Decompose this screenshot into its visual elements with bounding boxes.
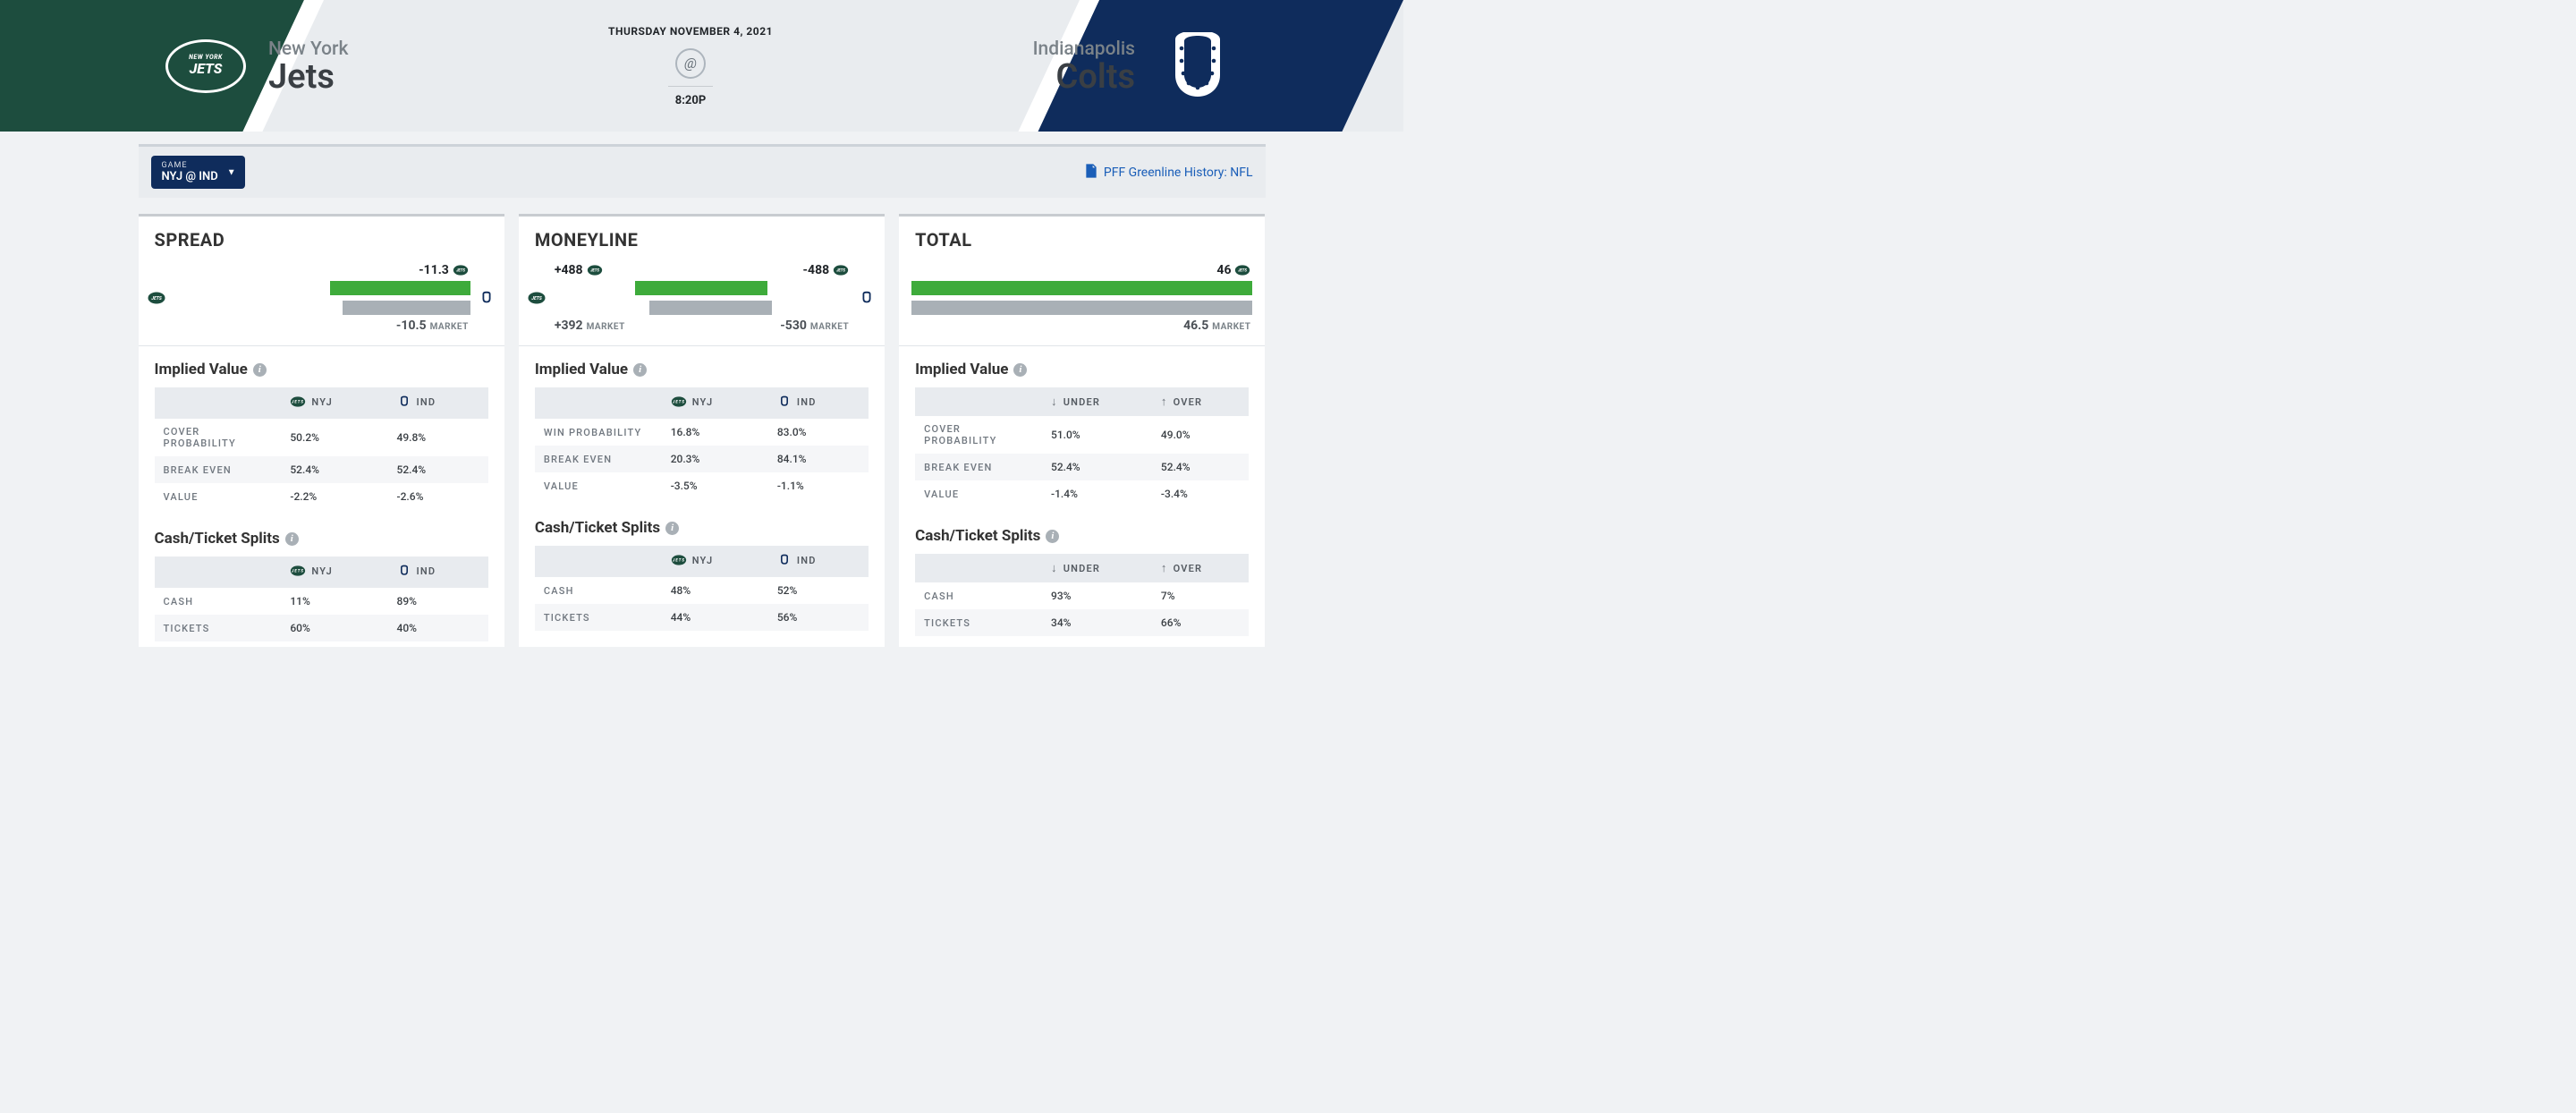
colts-logo <box>1153 35 1242 98</box>
total-splits-heading: Cash/Ticket Splits i <box>899 513 1265 554</box>
table-row: VALUE-1.4%-3.4% <box>915 480 1249 507</box>
table-row: COVER PROBABILITY50.2%49.8% <box>155 419 488 456</box>
game-date: THURSDAY NOVEMBER 4, 2021 <box>608 25 773 38</box>
document-icon <box>1084 164 1098 182</box>
ml-mkt-bar-left <box>649 301 701 315</box>
jets-logo: NEW YORKJETS <box>161 35 250 98</box>
colts-icon <box>478 289 496 307</box>
ml-bottom-right: -530 <box>780 319 807 333</box>
total-title: TOTAL <box>899 217 1265 259</box>
table-row: VALUE-3.5%-1.1% <box>535 472 869 499</box>
down-arrow-icon: ↓ <box>1051 395 1058 409</box>
spread-splits-heading: Cash/Ticket Splits i <box>139 515 504 556</box>
info-icon[interactable]: i <box>665 522 679 535</box>
controls-bar: GAME NYJ @ IND ▼ PFF Greenline History: … <box>139 144 1266 198</box>
info-icon[interactable]: i <box>1013 363 1027 377</box>
ml-top-left: +488 <box>555 263 583 277</box>
table-row: BREAK EVEN52.4%52.4% <box>155 456 488 483</box>
up-arrow-icon: ↑ <box>1161 395 1168 409</box>
away-team-block: NEW YORKJETS New York Jets <box>161 35 348 98</box>
jets-icon <box>453 265 469 276</box>
colts-icon <box>858 289 876 307</box>
spread-title: SPREAD <box>139 217 504 259</box>
home-city: Indianapolis <box>1033 38 1135 60</box>
away-city: New York <box>268 38 348 60</box>
ml-top-right: -488 <box>803 263 830 277</box>
spread-splits-table: NYJ IND CASH11%89% TICKETS60%40% <box>155 556 488 641</box>
history-link-label: PFF Greenline History: NFL <box>1104 166 1253 180</box>
total-implied-heading: Implied Value i <box>899 346 1265 387</box>
away-name: Jets <box>268 60 348 94</box>
game-time: 8:20P <box>668 86 713 107</box>
at-icon: @ <box>675 48 706 79</box>
spread-pff-value: -11.3 <box>419 263 449 277</box>
info-icon[interactable]: i <box>253 363 267 377</box>
total-market-bar <box>911 301 1252 315</box>
total-pff-bar <box>911 281 1252 295</box>
game-selector-value: NYJ @ IND <box>162 170 218 183</box>
ml-pff-bar-left <box>635 281 702 295</box>
total-pff-value: 46 <box>1216 263 1231 277</box>
table-row: CASH48%52% <box>535 577 869 604</box>
table-row: BREAK EVEN52.4%52.4% <box>915 454 1249 480</box>
ml-bottom-left: +392 <box>555 319 583 333</box>
info-icon[interactable]: i <box>633 363 647 377</box>
ml-mkt-bar-right <box>702 301 772 315</box>
total-implied-table: ↓UNDER ↑OVER COVER PROBABILITY51.0%49.0%… <box>915 387 1249 507</box>
spread-pff-bar <box>330 281 470 295</box>
ml-implied-heading: Implied Value i <box>519 346 885 387</box>
jets-icon <box>528 289 546 307</box>
spread-market-value: -10.5 <box>396 319 427 333</box>
moneyline-title: MONEYLINE <box>519 217 885 259</box>
spread-implied-table: NYJ IND COVER PROBABILITY50.2%49.8% BREA… <box>155 387 488 510</box>
jets-icon <box>833 265 849 276</box>
chevron-down-icon: ▼ <box>227 167 236 177</box>
table-row: TICKETS44%56% <box>535 604 869 631</box>
total-market-value: 46.5 <box>1183 319 1208 333</box>
table-row: CASH93%7% <box>915 582 1249 609</box>
game-meta: THURSDAY NOVEMBER 4, 2021 @ 8:20P <box>608 25 773 107</box>
total-panel: TOTAL 46 46.5MARKET Implied Value i ↓UND… <box>899 214 1265 647</box>
table-row: COVER PROBABILITY51.0%49.0% <box>915 416 1249 454</box>
info-icon[interactable]: i <box>285 532 299 546</box>
jets-icon <box>1234 265 1250 276</box>
game-selector[interactable]: GAME NYJ @ IND ▼ <box>151 156 245 189</box>
table-row: VALUE-2.2%-2.6% <box>155 483 488 510</box>
spread-implied-heading: Implied Value i <box>139 346 504 387</box>
info-icon[interactable]: i <box>1046 530 1059 543</box>
table-row: CASH11%89% <box>155 588 488 615</box>
home-team-block: Indianapolis Colts <box>1033 35 1242 98</box>
matchup-hero: NEW YORKJETS New York Jets THURSDAY NOVE… <box>0 0 1403 132</box>
ml-splits-table: NYJ IND CASH48%52% TICKETS44%56% <box>535 546 869 631</box>
ml-implied-table: NYJ IND WIN PROBABILITY16.8%83.0% BREAK … <box>535 387 869 499</box>
total-splits-table: ↓UNDER ↑OVER CASH93%7% TICKETS34%66% <box>915 554 1249 636</box>
ml-pff-bar-right <box>702 281 767 295</box>
spread-market-bar <box>343 301 470 315</box>
ml-splits-heading: Cash/Ticket Splits i <box>519 505 885 546</box>
game-selector-label: GAME <box>162 161 218 170</box>
jets-icon <box>587 265 603 276</box>
jets-icon <box>148 289 165 307</box>
down-arrow-icon: ↓ <box>1051 561 1058 575</box>
table-row: BREAK EVEN20.3%84.1% <box>535 446 869 472</box>
table-row: WIN PROBABILITY16.8%83.0% <box>535 419 869 446</box>
spread-panel: SPREAD -11.3 -10.5MARKET Implied Value i… <box>139 214 504 647</box>
up-arrow-icon: ↑ <box>1161 561 1168 575</box>
moneyline-panel: MONEYLINE +488 -488 +392MARKET -53 <box>519 214 885 647</box>
table-row: TICKETS60%40% <box>155 615 488 641</box>
history-link[interactable]: PFF Greenline History: NFL <box>1084 164 1253 182</box>
home-name: Colts <box>1033 60 1135 94</box>
table-row: TICKETS34%66% <box>915 609 1249 636</box>
